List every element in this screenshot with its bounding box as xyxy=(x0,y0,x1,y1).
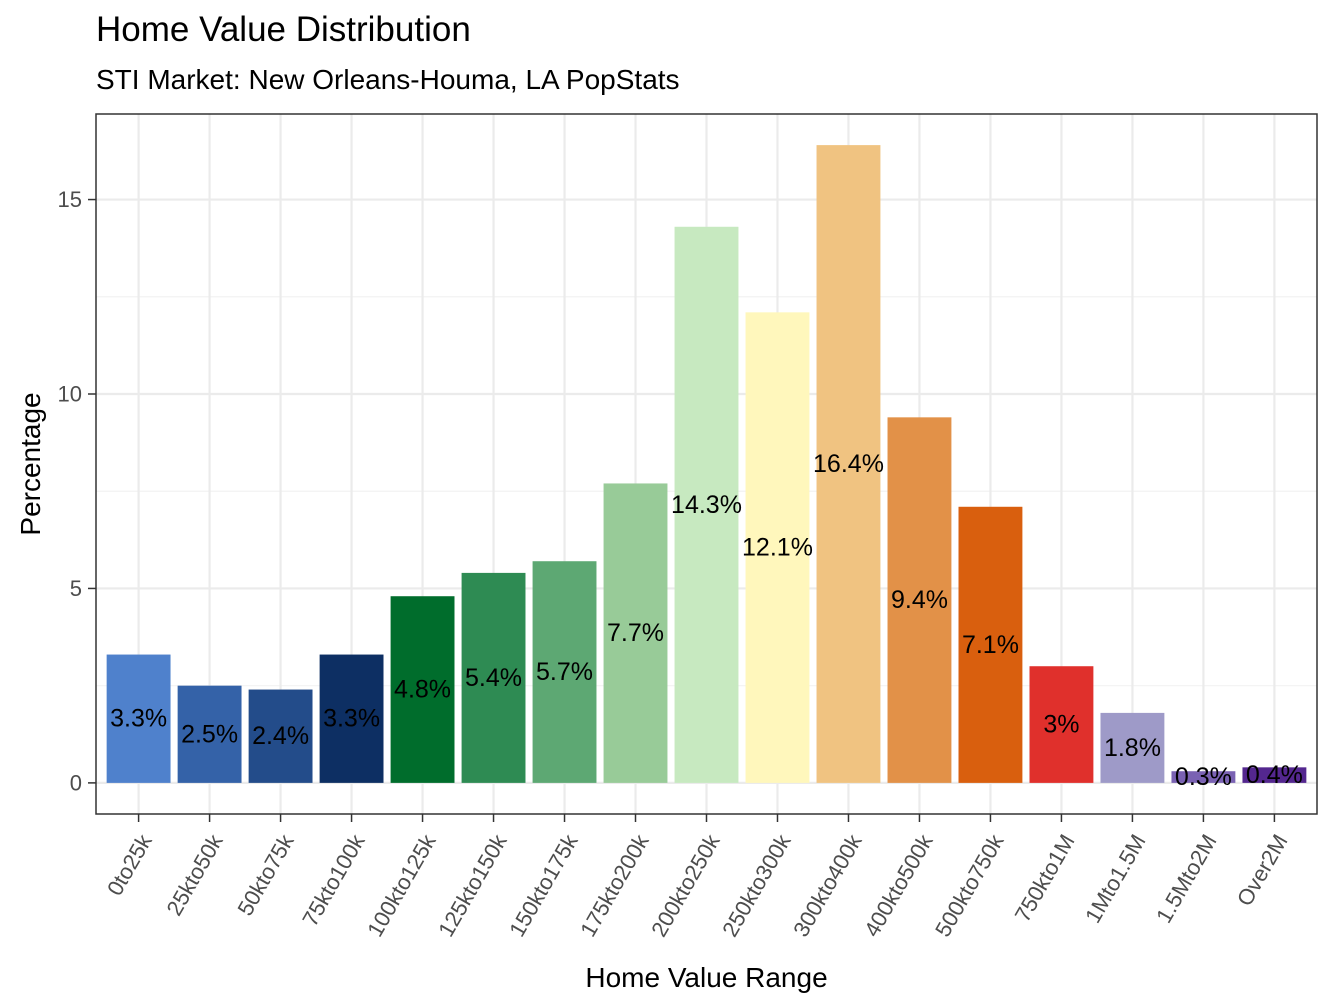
x-tick-label: 75kto100k xyxy=(297,829,370,930)
x-tick-label: 0to25k xyxy=(102,829,157,900)
bar-250kto300k xyxy=(745,312,810,783)
bar-175kto200k xyxy=(603,483,668,783)
bar-400kto500k xyxy=(887,417,952,783)
data-label: 2.5% xyxy=(181,720,238,748)
x-tick-label: 200kto250k xyxy=(646,829,725,941)
x-tick-label: 1.5Mto2M xyxy=(1151,830,1222,927)
bar-50kto75k xyxy=(248,689,313,783)
x-tick-label: 500kto750k xyxy=(930,829,1009,941)
bar-750kto1M xyxy=(1029,666,1094,783)
data-label: 0.3% xyxy=(1175,763,1232,791)
y-tick-label: 0 xyxy=(70,770,82,795)
x-tick-label: 250kto300k xyxy=(717,829,796,941)
data-label: 7.7% xyxy=(607,619,664,647)
data-label: 12.1% xyxy=(742,534,813,562)
x-tick-label: 25kto50k xyxy=(161,829,228,920)
data-label: 1.8% xyxy=(1104,734,1161,762)
bar-1Mto1.5M xyxy=(1100,712,1165,783)
x-tick-label: 1Mto1.5M xyxy=(1080,830,1151,927)
bar-25kto50k xyxy=(177,685,242,783)
y-axis-title: Percentage xyxy=(15,392,46,535)
y-tick-label: 10 xyxy=(58,382,82,407)
x-tick-label: 400kto500k xyxy=(859,829,938,941)
bar-125kto150k xyxy=(461,572,526,783)
data-label: 3% xyxy=(1043,711,1079,739)
x-axis-title: Home Value Range xyxy=(585,962,827,993)
bar-300kto400k xyxy=(816,145,881,783)
bar-200kto250k xyxy=(674,226,739,783)
bar-75kto100k xyxy=(319,654,384,783)
data-label: 16.4% xyxy=(813,450,884,478)
data-label: 2.4% xyxy=(252,722,309,750)
data-label: 7.1% xyxy=(962,631,1019,659)
x-tick-label: Over2M xyxy=(1232,830,1293,910)
bar-0to25k xyxy=(106,654,171,783)
bar-500kto750k xyxy=(958,506,1023,783)
x-tick-label: 175kto200k xyxy=(575,829,654,941)
data-label: 3.3% xyxy=(110,705,167,733)
bar-Over2M xyxy=(1242,767,1307,783)
data-label: 14.3% xyxy=(671,491,742,519)
chart-subtitle: STI Market: New Orleans-Houma, LA PopSta… xyxy=(96,64,680,95)
x-tick-label: 150kto175k xyxy=(504,829,583,941)
bars xyxy=(106,145,1307,783)
data-label: 5.7% xyxy=(536,658,593,686)
y-tick-label: 5 xyxy=(70,576,82,601)
data-labels: 3.3% 2.5% 2.4% 3.3% 4.8% 5.4% 5.7% 7.7% 14.3%12.… xyxy=(110,450,1303,791)
data-label: 9.4% xyxy=(891,586,948,614)
x-tick-label: 300kto400k xyxy=(788,829,867,941)
x-tick-label: 100kto125k xyxy=(362,829,441,941)
data-label: 5.4% xyxy=(465,664,522,692)
bar-1.5Mto2M xyxy=(1171,771,1236,783)
x-tick-label: 125kto150k xyxy=(433,829,512,941)
bar-150kto175k xyxy=(532,561,597,783)
data-label: 3.3% xyxy=(323,705,380,733)
data-label: 4.8% xyxy=(394,676,451,704)
x-tick-label: 50kto75k xyxy=(232,829,299,920)
data-label: 0.4% xyxy=(1246,761,1303,789)
x-tick-label: 750kto1M xyxy=(1010,830,1080,926)
chart-title: Home Value Distribution xyxy=(96,10,471,49)
bar-100kto125k xyxy=(390,596,455,783)
y-tick-label: 15 xyxy=(58,187,82,212)
